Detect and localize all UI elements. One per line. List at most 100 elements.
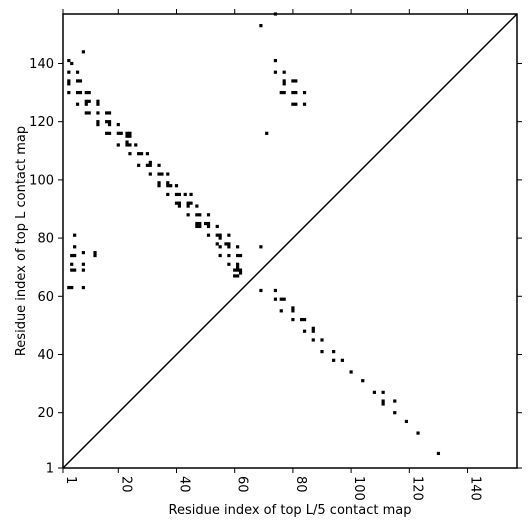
contact-point-upper (195, 224, 199, 229)
contact-point-lower (311, 329, 315, 333)
contact-point-upper (169, 184, 173, 188)
contact-point-upper (177, 192, 182, 197)
contact-point-upper (174, 201, 179, 205)
contact-point-upper (107, 131, 112, 135)
contact-point-lower (320, 349, 324, 354)
contact-point-upper (227, 245, 231, 249)
contact-point-upper (166, 172, 170, 176)
contact-point-upper (236, 265, 240, 269)
contact-point-upper (75, 102, 80, 106)
contact-point-upper (186, 213, 190, 217)
contact-point-upper (160, 172, 164, 176)
contact-point-upper (84, 111, 88, 115)
contact-point-upper (294, 90, 298, 95)
contact-point-upper (294, 102, 298, 106)
contact-point-upper (238, 253, 243, 258)
contact-point-upper (157, 172, 161, 176)
contact-point-upper (291, 90, 295, 95)
contact-point-upper (96, 111, 100, 115)
contact-point-upper (84, 90, 88, 95)
contact-point-lower (291, 317, 295, 322)
contact-point-upper (294, 79, 298, 83)
contact-point-lower (393, 411, 397, 415)
contact-point-upper (238, 271, 243, 275)
contact-point-lower (302, 317, 307, 322)
contact-point-upper (67, 90, 71, 95)
contact-point-lower (381, 402, 385, 406)
contact-point-lower (291, 306, 295, 310)
contact-point-upper (236, 253, 240, 258)
contact-point-upper (67, 82, 71, 86)
contact-point-upper (78, 79, 83, 83)
x-axis-label: Residue index of top L/5 contact map (169, 503, 412, 518)
contact-point-upper (215, 233, 219, 237)
y-tick-label: 120 (29, 115, 54, 130)
contact-point-upper (67, 70, 71, 74)
contact-point-upper (105, 111, 109, 115)
contact-point-lower (361, 379, 365, 383)
contact-point-upper (84, 99, 88, 103)
contact-point-upper (218, 253, 222, 258)
contact-point-lower (67, 285, 71, 290)
contact-point-lower (381, 399, 385, 403)
contact-point-upper (125, 140, 129, 144)
contact-point-lower (320, 338, 324, 342)
contact-point-upper (273, 70, 278, 74)
contact-point-upper (238, 268, 243, 272)
contact-point-upper (125, 134, 129, 138)
contact-point-upper (236, 274, 240, 278)
contact-point-upper (233, 268, 237, 272)
contact-point-lower (70, 253, 74, 258)
y-tick-label: 60 (37, 290, 54, 305)
contact-point-upper (195, 204, 199, 208)
contact-point-lower (436, 451, 441, 456)
contact-point-lower (81, 268, 85, 272)
contact-point-lower (300, 317, 304, 322)
contact-point-lower (81, 251, 85, 255)
x-tick-label: 60 (235, 476, 250, 493)
contact-point-lower (93, 251, 97, 255)
contact-point-upper (224, 242, 228, 246)
contact-point-lower (372, 390, 376, 394)
contact-point-upper (259, 24, 263, 28)
contact-point-upper (157, 181, 161, 185)
y-tick-label: 40 (37, 348, 54, 363)
contact-point-upper (218, 245, 222, 249)
contact-point-upper (198, 213, 202, 217)
contact-point-upper (198, 221, 202, 226)
contact-point-lower (282, 297, 286, 301)
contact-point-upper (198, 224, 202, 229)
contact-point-upper (87, 99, 91, 103)
contact-point-upper (148, 160, 152, 165)
y-tick-label: 140 (29, 57, 54, 72)
contact-point-lower (332, 349, 336, 354)
x-tick-label: 80 (293, 476, 308, 493)
contact-point-lower (70, 262, 74, 266)
contact-point-upper (177, 201, 182, 205)
contact-point-upper (157, 163, 161, 167)
contact-point-lower (73, 253, 77, 258)
contact-point-upper (166, 181, 170, 185)
contact-point-upper (125, 143, 129, 147)
contact-point-lower (349, 370, 353, 374)
contact-point-lower (332, 358, 336, 362)
contact-point-upper (236, 245, 240, 249)
contact-point-upper (166, 184, 170, 188)
y-tick-label: 1 (46, 462, 54, 477)
contact-point-lower (81, 285, 85, 290)
contact-point-upper (157, 184, 161, 188)
diagonal-line (62, 13, 518, 469)
contact-point-upper (206, 224, 211, 229)
contact-point-upper (137, 152, 141, 156)
contact-point-upper (282, 70, 286, 74)
contact-point-upper (96, 99, 100, 103)
contact-point-upper (189, 201, 193, 205)
contact-point-upper (78, 90, 83, 95)
contact-point-upper (67, 58, 71, 63)
contact-point-lower (279, 309, 283, 313)
contact-point-lower (73, 268, 77, 272)
contact-point-upper (75, 70, 80, 74)
contact-point-upper (125, 131, 129, 135)
contact-point-upper (128, 131, 132, 135)
